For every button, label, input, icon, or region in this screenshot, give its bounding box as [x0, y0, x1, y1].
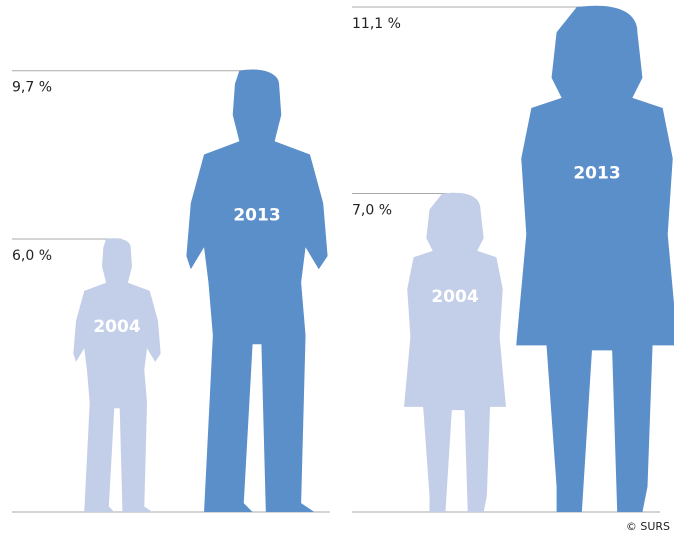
year-label: 2004	[93, 317, 140, 337]
value-label: 9,7 %	[12, 80, 52, 96]
value-label: 6,0 %	[12, 248, 52, 264]
year-label: 2013	[573, 164, 620, 184]
year-label: 2013	[233, 206, 280, 226]
figure	[73, 238, 161, 512]
figure	[404, 192, 506, 512]
figure	[186, 69, 328, 512]
year-label: 2004	[431, 287, 478, 307]
source: © SURS	[626, 520, 670, 533]
figure	[516, 5, 674, 512]
value-label: 11,1 %	[352, 16, 401, 32]
value-label: 7,0 %	[352, 203, 392, 219]
